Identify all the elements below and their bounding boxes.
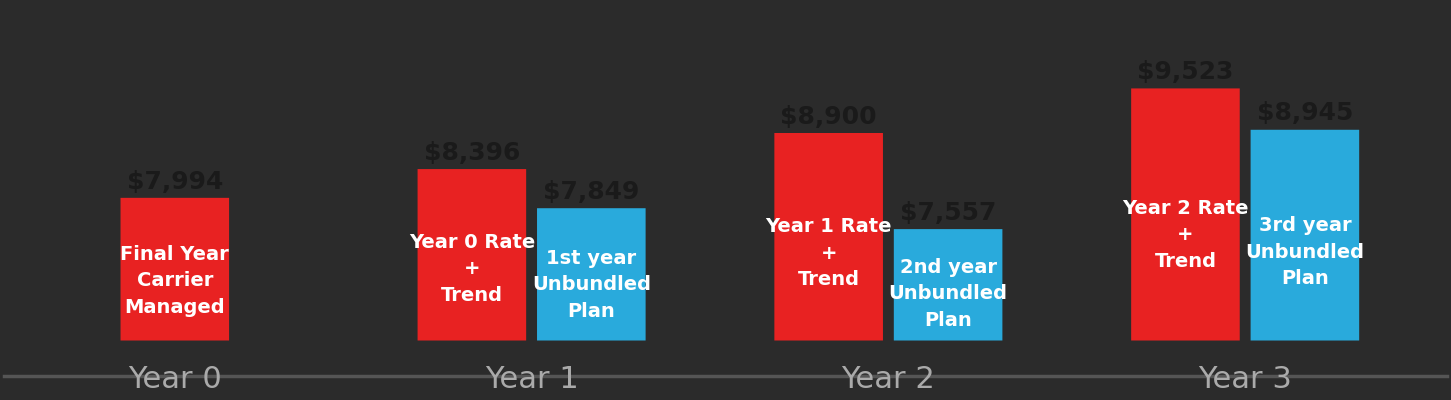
Text: Year 0: Year 0 — [128, 365, 222, 394]
Text: $7,994: $7,994 — [126, 170, 223, 194]
FancyBboxPatch shape — [894, 229, 1003, 340]
FancyBboxPatch shape — [1132, 88, 1239, 340]
FancyBboxPatch shape — [1251, 130, 1360, 340]
Text: $7,557: $7,557 — [900, 201, 997, 225]
Text: $8,945: $8,945 — [1257, 102, 1354, 126]
Text: Year 3: Year 3 — [1199, 365, 1291, 394]
Text: 3rd year
Unbundled
Plan: 3rd year Unbundled Plan — [1245, 216, 1364, 288]
Text: Year 0 Rate
+
Trend: Year 0 Rate + Trend — [409, 232, 535, 304]
Text: Final Year
Carrier
Managed: Final Year Carrier Managed — [120, 244, 229, 316]
Text: $8,900: $8,900 — [781, 105, 876, 129]
FancyBboxPatch shape — [537, 208, 646, 340]
Text: Year 1: Year 1 — [485, 365, 579, 394]
Text: 2nd year
Unbundled
Plan: 2nd year Unbundled Plan — [888, 258, 1007, 330]
FancyBboxPatch shape — [418, 169, 527, 340]
FancyBboxPatch shape — [120, 198, 229, 340]
Text: $9,523: $9,523 — [1138, 60, 1233, 84]
Text: Year 2 Rate
+
Trend: Year 2 Rate + Trend — [1122, 199, 1249, 271]
Text: 1st year
Unbundled
Plan: 1st year Unbundled Plan — [533, 249, 651, 321]
FancyBboxPatch shape — [775, 133, 884, 340]
Text: $7,849: $7,849 — [543, 180, 640, 204]
Text: $8,396: $8,396 — [424, 141, 519, 165]
Text: Year 2: Year 2 — [842, 365, 936, 394]
Text: Year 1 Rate
+
Trend: Year 1 Rate + Trend — [766, 217, 892, 289]
